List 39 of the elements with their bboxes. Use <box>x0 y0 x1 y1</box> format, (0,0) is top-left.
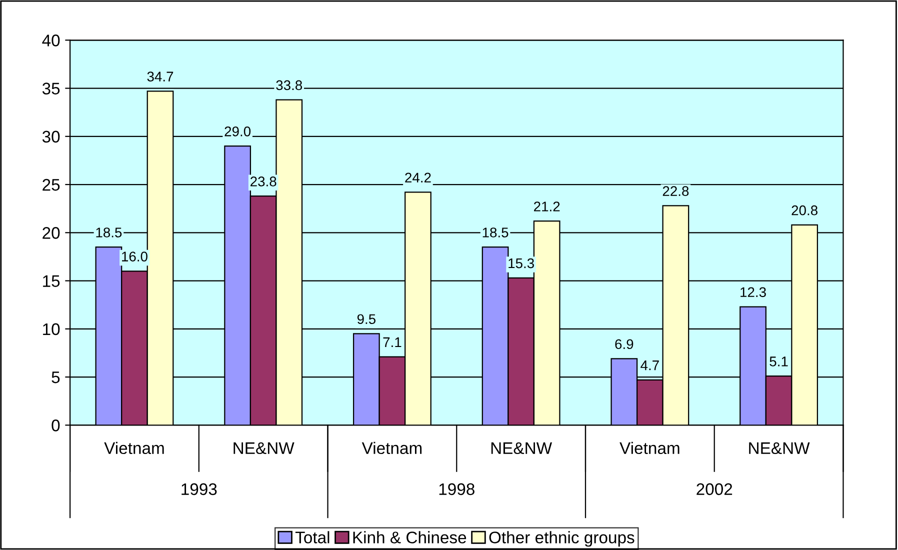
data-label: 9.5 <box>357 314 376 324</box>
legend-label: Other ethnic groups <box>489 531 634 547</box>
data-label: 21.2 <box>534 202 560 212</box>
x-tick-label: NE&NW <box>491 442 552 454</box>
y-tick-label: 20 <box>42 227 60 239</box>
legend-label: Kinh & Chinese <box>353 531 466 544</box>
data-label: 15.3 <box>508 258 534 268</box>
y-tick-label: 0 <box>52 420 60 432</box>
y-tick-label: 15 <box>43 275 60 287</box>
data-label: 6.9 <box>615 339 634 350</box>
y-tick-label: 40 <box>42 34 60 46</box>
data-label: 18.5 <box>96 228 122 238</box>
y-tick-label: 10 <box>43 323 60 336</box>
y-tick-label: 25 <box>42 178 60 191</box>
y-tick-label: 35 <box>42 82 60 94</box>
data-label: 22.8 <box>662 186 689 196</box>
y-tick-label: 30 <box>42 130 60 143</box>
data-label: 23.8 <box>250 176 276 186</box>
x-tick-label: Vietnam <box>620 442 680 454</box>
text: 2002 <box>696 483 732 496</box>
x-tick-label: NE&NW <box>234 442 294 454</box>
data-label: 5.1 <box>770 356 788 366</box>
data-label: 20.8 <box>792 205 818 216</box>
x-tick-label: NE&NW <box>749 442 810 454</box>
data-label: 24.2 <box>405 172 431 182</box>
data-label: 18.5 <box>482 228 508 238</box>
data-label: 7.1 <box>383 337 402 347</box>
y-tick-label: 5 <box>52 372 60 384</box>
legend-label: Total <box>295 531 330 544</box>
data-label: 16.0 <box>122 252 148 262</box>
data-label: 34.7 <box>147 72 174 82</box>
data-label: 12.3 <box>740 287 766 298</box>
x-tick-label: Vietnam <box>104 442 164 454</box>
text: 1993 <box>182 483 217 496</box>
x-tick-label: Vietnam <box>362 442 422 454</box>
data-label: 33.8 <box>276 80 302 90</box>
data-label: 29.0 <box>224 126 251 136</box>
text: 1998 <box>439 483 474 496</box>
data-label: 4.7 <box>640 360 659 370</box>
